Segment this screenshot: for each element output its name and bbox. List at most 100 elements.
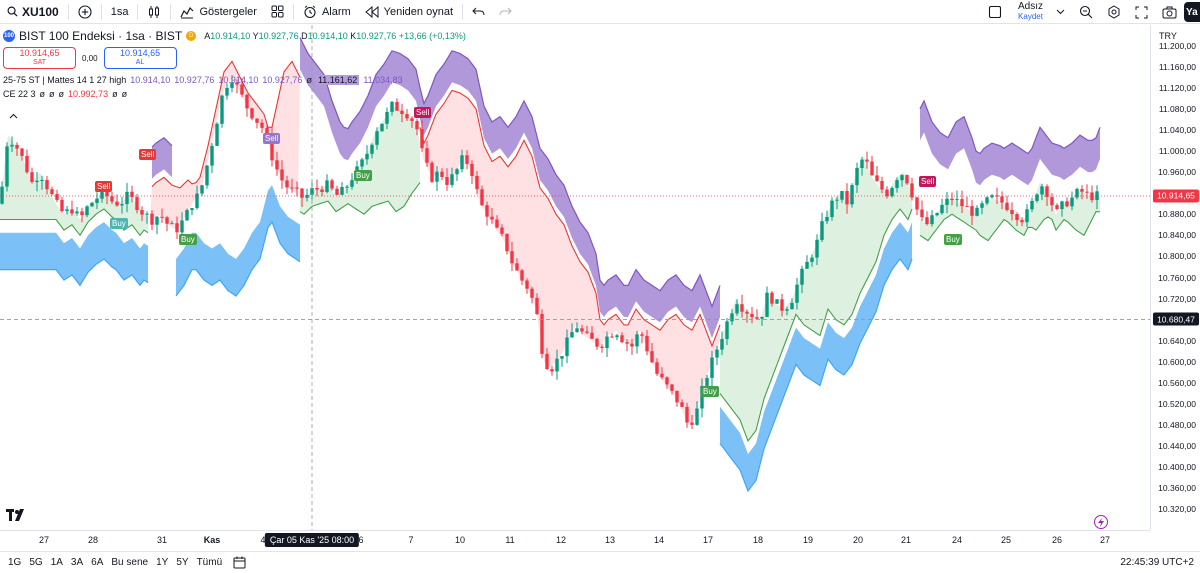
fullscreen-button[interactable] <box>1128 0 1155 24</box>
chart-type-button[interactable] <box>140 0 168 24</box>
alarm-clock-icon <box>304 5 316 18</box>
blue-cloud-edge <box>0 258 149 287</box>
candle-body <box>440 171 444 178</box>
blue-cloud-band <box>176 185 300 296</box>
candle-body <box>640 334 644 336</box>
price-tick-label: 10.880,00 <box>1158 209 1196 220</box>
time-tick-label: 27 <box>1099 535 1111 545</box>
candle-body <box>50 189 54 194</box>
interval-button[interactable]: 1sa <box>110 5 129 18</box>
candle-body <box>845 191 849 205</box>
candles-icon <box>149 5 160 18</box>
candle-body <box>775 299 779 304</box>
up-trail-line <box>299 182 421 215</box>
layouts-button[interactable] <box>264 0 291 24</box>
user-menu[interactable]: Adsız Kaydet <box>1012 2 1049 22</box>
candle-body <box>420 129 424 149</box>
collapse-legend-button[interactable] <box>6 110 20 122</box>
candle-body <box>765 292 769 317</box>
range-button[interactable]: 1A <box>50 557 63 568</box>
indicators-button[interactable]: Göstergeler <box>173 0 263 24</box>
replay-button[interactable]: Yeniden oynat <box>358 0 460 24</box>
snapshot-button[interactable] <box>1155 0 1184 24</box>
layout-select-button[interactable] <box>978 0 1012 24</box>
date-range-button[interactable] <box>226 551 253 573</box>
buy-signal: Buy <box>354 170 372 182</box>
buy-button[interactable]: 10.914,65 AL <box>103 47 177 69</box>
price-tick-label: 11.200,00 <box>1158 40 1196 51</box>
time-tick-label: 18 <box>752 535 764 545</box>
alarm-label: Alarm <box>321 5 351 18</box>
time-tick-label: 13 <box>604 535 616 545</box>
price-chart[interactable] <box>0 25 1150 530</box>
redo-button[interactable] <box>492 0 519 24</box>
up-trail-fill <box>300 106 420 215</box>
symbol-search[interactable]: XU100 <box>0 0 66 24</box>
crosshair-time-tag: Çar 05 Kas '25 08:00 <box>264 533 360 547</box>
range-button[interactable]: 6A <box>91 557 104 568</box>
range-button[interactable]: Tümü <box>196 557 223 568</box>
indicator-name: 25-75 ST | Mattes 14 1 27 high <box>3 75 127 85</box>
candle-body <box>490 216 494 220</box>
sell-button[interactable]: 10.914,65 SAT <box>3 47 76 69</box>
crosshair-price-tag[interactable]: 10.680,47 <box>1153 312 1199 326</box>
range-button[interactable]: 5Y <box>176 557 189 568</box>
range-button[interactable]: 3A <box>70 557 84 568</box>
chevron-up-icon <box>9 113 17 119</box>
candle-body <box>635 334 639 347</box>
candle-body <box>910 183 914 198</box>
price-tick-label: 10.720,00 <box>1158 293 1196 304</box>
clock[interactable]: 22:45:39 UTC+2 <box>1120 557 1194 568</box>
ohlc-high: 10.927,76 <box>258 31 299 41</box>
tradingview-logo-icon <box>6 508 28 524</box>
candle-body <box>705 377 709 386</box>
indicator-legend-2[interactable]: CE 22 3 ø ø ø 10.992,73 ø ø <box>3 89 466 99</box>
range-button[interactable]: Bu sene <box>111 557 149 568</box>
candle-body <box>340 187 344 195</box>
range-button[interactable]: 5G <box>29 557 43 568</box>
last-price-tag[interactable]: 10.914,65 <box>1153 189 1199 203</box>
price-axis[interactable]: TRY 11.200,00 11.160,00 11.120,00 11.080,00… <box>1150 25 1200 530</box>
candle-body <box>280 169 284 181</box>
time-axis[interactable]: 27 28 31 Kas 4 Çar 05 Kas '25 08:00 6 7 10 11 12 13… <box>0 530 1150 550</box>
undo-button[interactable] <box>465 0 492 24</box>
time-tick-label: 19 <box>802 535 814 545</box>
ohlc-high-key: Y <box>252 31 259 41</box>
lightning-icon[interactable] <box>1094 515 1108 529</box>
candle-body <box>370 144 374 154</box>
save-link[interactable]: Kaydet <box>1018 12 1043 21</box>
ohlc-open: 10.914,10 <box>210 31 251 41</box>
buy-signal: Buy <box>110 217 128 229</box>
candle-body <box>970 206 974 216</box>
sell-signal: Sell <box>919 175 937 187</box>
candle-body <box>350 180 354 187</box>
candle-body <box>135 197 139 210</box>
candle-body <box>545 353 549 369</box>
alarm-button[interactable]: Alarm <box>296 0 358 24</box>
candle-body <box>375 131 379 145</box>
symbol-title[interactable]: BIST 100 Endeksi · 1sa · BIST <box>19 29 183 43</box>
data-delay-badge[interactable]: D <box>186 31 197 41</box>
candle-body <box>180 220 184 233</box>
user-menu-dropdown[interactable] <box>1049 0 1072 24</box>
candle-body <box>320 189 324 192</box>
candle-body <box>685 406 689 423</box>
range-button[interactable]: 1G <box>8 557 22 568</box>
publish-button[interactable]: Ya <box>1184 2 1200 22</box>
price-tick-label: 11.120,00 <box>1158 82 1196 93</box>
currency-label[interactable]: TRY <box>1159 31 1177 41</box>
candle-body <box>190 208 194 211</box>
candle-body <box>865 159 869 162</box>
range-button[interactable]: 1Y <box>156 557 169 568</box>
purple-cloud-band <box>920 100 1100 186</box>
indicator-legend-1[interactable]: 25-75 ST | Mattes 14 1 27 high 10.914,10… <box>3 75 466 85</box>
chart-pane[interactable] <box>0 25 1150 530</box>
sell-price: 10.914,65 <box>19 48 60 58</box>
candle-body <box>170 223 174 225</box>
fullscreen-icon <box>1135 6 1148 18</box>
compare-button[interactable] <box>71 0 99 24</box>
candle-body <box>510 251 514 264</box>
candle-body <box>565 337 569 357</box>
quick-search-button[interactable] <box>1072 0 1100 24</box>
settings-button[interactable] <box>1100 0 1128 24</box>
